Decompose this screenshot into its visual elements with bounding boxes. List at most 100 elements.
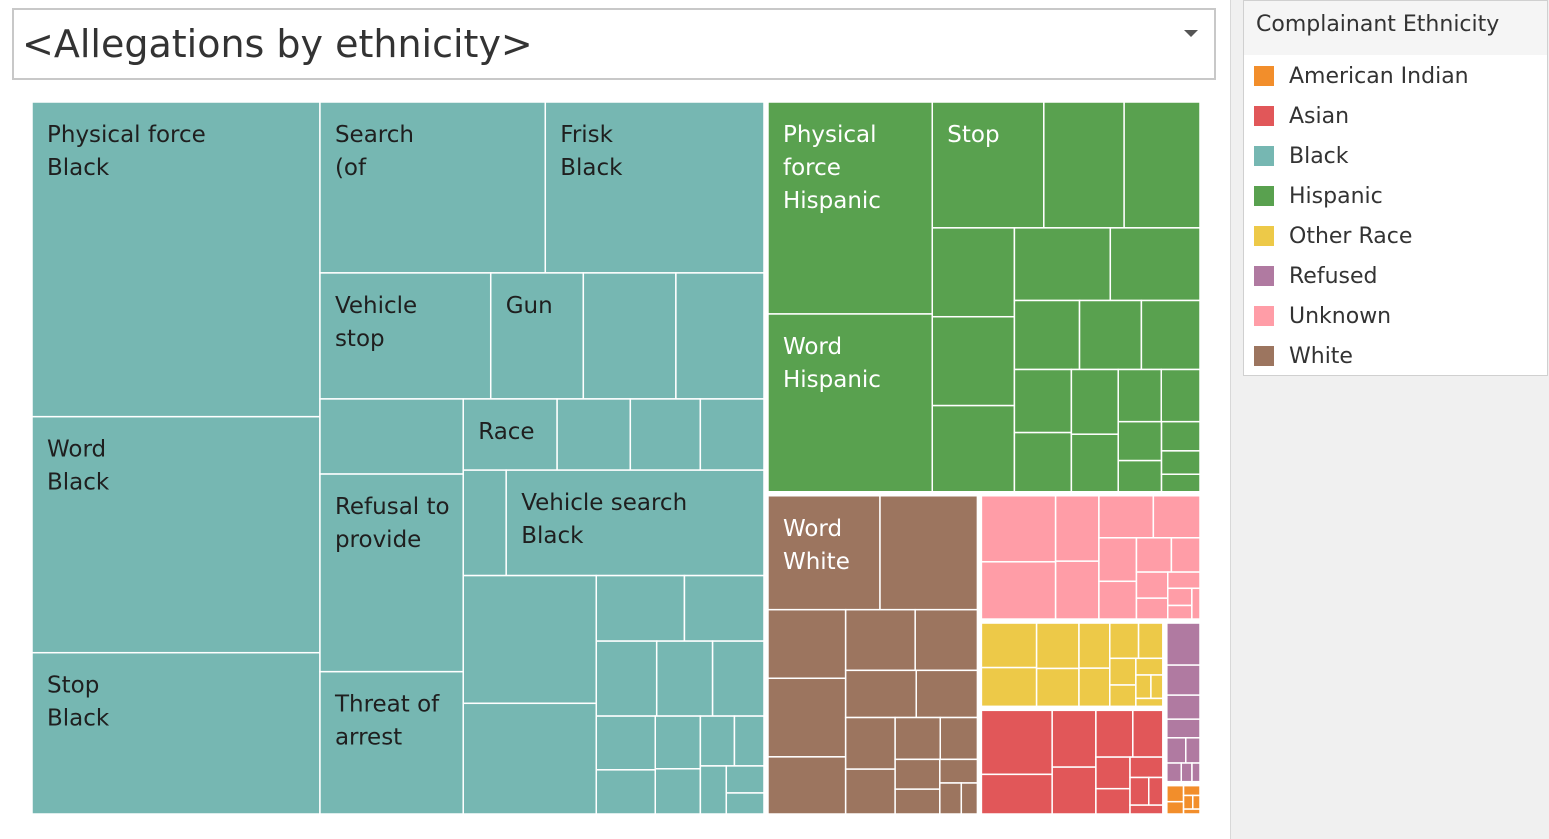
treemap-tile[interactable] — [654, 715, 702, 770]
treemap-tile[interactable] — [1185, 737, 1201, 764]
treemap-tile[interactable] — [1129, 776, 1150, 806]
treemap-tile[interactable] — [844, 669, 917, 719]
treemap-tile[interactable] — [1129, 756, 1164, 779]
treemap-tile[interactable] — [879, 495, 979, 611]
treemap-tile[interactable] — [1013, 431, 1073, 493]
treemap-tile[interactable] — [1078, 667, 1111, 708]
treemap-tile[interactable] — [931, 315, 1016, 407]
legend-item-refused[interactable]: Refused — [1254, 256, 1377, 296]
treemap-tile[interactable] — [489, 272, 585, 400]
treemap-tile[interactable] — [1166, 762, 1183, 783]
treemap-tile[interactable] — [733, 715, 765, 767]
chevron-down-icon[interactable] — [1184, 30, 1198, 37]
treemap-tile[interactable] — [595, 640, 658, 717]
treemap-tile[interactable] — [1095, 787, 1131, 815]
treemap-tile[interactable] — [1095, 756, 1131, 790]
treemap-tile[interactable] — [767, 495, 881, 611]
treemap-tile[interactable] — [1135, 537, 1173, 573]
treemap-tile[interactable] — [1035, 622, 1080, 670]
treemap-tile[interactable] — [1191, 762, 1201, 783]
treemap-tile[interactable] — [1070, 368, 1119, 435]
treemap-tile[interactable] — [1135, 571, 1169, 599]
treemap-tile[interactable] — [1160, 473, 1201, 493]
treemap-tile[interactable] — [1167, 587, 1193, 607]
treemap-tile[interactable] — [556, 398, 632, 471]
treemap-tile[interactable] — [1051, 709, 1097, 768]
treemap-tile[interactable] — [1078, 299, 1143, 371]
treemap-tile[interactable] — [1109, 657, 1137, 686]
treemap-tile[interactable] — [1054, 560, 1100, 620]
treemap-tile[interactable] — [1192, 794, 1201, 810]
treemap-tile[interactable] — [725, 792, 765, 815]
treemap-tile[interactable] — [595, 769, 657, 815]
treemap-tile[interactable] — [1109, 622, 1140, 660]
legend-item-white[interactable]: White — [1254, 336, 1353, 376]
treemap-tile[interactable] — [1098, 495, 1155, 539]
treemap-tile[interactable] — [31, 651, 321, 815]
treemap-tile[interactable] — [1160, 368, 1201, 423]
treemap-tile[interactable] — [980, 622, 1038, 669]
treemap-tile[interactable] — [1170, 537, 1201, 573]
legend-item-asian[interactable]: Asian — [1254, 96, 1349, 136]
legend-item-american-indian[interactable]: American Indian — [1254, 56, 1469, 96]
treemap-tile[interactable] — [1054, 495, 1100, 562]
treemap-tile[interactable] — [1117, 459, 1163, 493]
treemap-tile[interactable] — [1043, 101, 1125, 229]
legend-item-other-race[interactable]: Other Race — [1254, 216, 1412, 256]
treemap-tile[interactable] — [1166, 800, 1185, 815]
treemap-tile[interactable] — [319, 398, 464, 475]
treemap-tile[interactable] — [1135, 657, 1164, 676]
treemap-tile[interactable] — [544, 101, 765, 274]
treemap-tile[interactable] — [1166, 694, 1201, 720]
treemap-tile[interactable] — [1135, 697, 1164, 708]
legend-item-black[interactable]: Black — [1254, 136, 1349, 176]
treemap-tile[interactable] — [1140, 299, 1201, 371]
treemap-tile[interactable] — [1117, 420, 1163, 462]
treemap-tile[interactable] — [767, 756, 847, 815]
treemap-tile[interactable] — [960, 782, 979, 815]
treemap-tile[interactable] — [699, 765, 728, 815]
treemap-tile[interactable] — [1095, 709, 1134, 758]
treemap-tile[interactable] — [1167, 604, 1193, 620]
treemap-tile[interactable] — [1160, 420, 1201, 452]
treemap-tile[interactable] — [894, 758, 941, 790]
treemap-tile[interactable] — [582, 272, 677, 400]
treemap-tile[interactable] — [462, 574, 598, 705]
treemap-tile[interactable] — [980, 495, 1057, 563]
treemap-tile[interactable] — [675, 272, 765, 400]
treemap-tile[interactable] — [980, 773, 1053, 815]
treemap-tile[interactable] — [1132, 709, 1164, 758]
treemap-tile[interactable] — [1013, 299, 1081, 371]
treemap-tile[interactable] — [939, 758, 979, 784]
treemap-tile[interactable] — [1109, 684, 1137, 708]
treemap-tile[interactable] — [1180, 762, 1193, 783]
treemap-tile[interactable] — [931, 404, 1016, 493]
treemap-tile[interactable] — [980, 561, 1057, 620]
treemap-tile[interactable] — [1167, 571, 1201, 590]
treemap-tile[interactable] — [699, 398, 765, 471]
treemap-tile[interactable] — [655, 640, 714, 717]
treemap-tile[interactable] — [1013, 368, 1073, 434]
treemap-tile[interactable] — [767, 101, 934, 315]
treemap-tile[interactable] — [1098, 580, 1138, 620]
treemap-tile[interactable] — [931, 101, 1045, 229]
treemap-tile[interactable] — [1182, 808, 1201, 815]
treemap-tile[interactable] — [1070, 433, 1119, 493]
treemap-tile[interactable] — [1109, 227, 1201, 302]
treemap-tile[interactable] — [462, 702, 598, 815]
legend-item-unknown[interactable]: Unknown — [1254, 296, 1391, 336]
treemap-tile[interactable] — [1098, 537, 1138, 583]
treemap-tile[interactable] — [1166, 664, 1201, 696]
treemap-tile[interactable] — [1123, 101, 1201, 229]
treemap-tile[interactable] — [319, 101, 547, 274]
treemap-tile[interactable] — [1137, 622, 1164, 660]
treemap-tile[interactable] — [1035, 667, 1080, 708]
treemap-tile[interactable] — [31, 101, 321, 418]
treemap-tile[interactable] — [1166, 784, 1185, 803]
treemap-tile[interactable] — [1129, 804, 1164, 815]
treemap-tile[interactable] — [319, 670, 464, 815]
treemap-tile[interactable] — [1166, 737, 1187, 764]
treemap-tile[interactable] — [725, 765, 765, 794]
treemap-tile[interactable] — [683, 574, 765, 642]
treemap-tile[interactable] — [1182, 784, 1201, 797]
